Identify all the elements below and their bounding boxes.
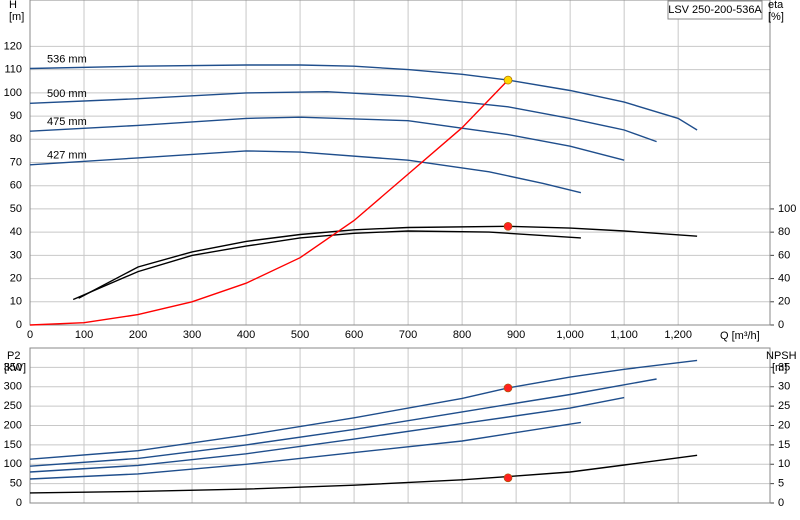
y-tick-label: 350 xyxy=(4,361,22,373)
marker xyxy=(503,75,513,85)
series-line xyxy=(29,378,657,467)
series-line xyxy=(72,230,581,301)
y2-tick-label: 60 xyxy=(778,249,790,261)
series-line xyxy=(29,90,657,143)
x-tick-label: 1,100 xyxy=(610,329,638,341)
series-line xyxy=(29,396,625,473)
marker xyxy=(503,383,513,393)
x-tick-label: 0 xyxy=(27,329,33,341)
y2-label: NPSH xyxy=(766,350,797,362)
y-tick-label: 70 xyxy=(10,156,22,168)
y2-tick-label: 15 xyxy=(778,439,790,451)
x-tick-label: 900 xyxy=(507,329,525,341)
x-tick-label: 300 xyxy=(183,329,201,341)
x-label: Q [m³/h] xyxy=(720,330,760,342)
x-tick-label: 700 xyxy=(399,329,417,341)
y-tick-label: 80 xyxy=(10,133,22,145)
x-tick-label: 1,000 xyxy=(556,329,584,341)
y2-tick-label: 30 xyxy=(778,381,790,393)
y-unit: [m] xyxy=(9,11,24,23)
series-line xyxy=(29,64,698,131)
y2-tick-label: 20 xyxy=(778,419,790,431)
chart-title: LSV 250-200-536A xyxy=(668,4,762,16)
y-tick-label: 60 xyxy=(10,180,22,192)
y-tick-label: 50 xyxy=(10,478,22,490)
series-line xyxy=(29,454,698,494)
y-tick-label: 40 xyxy=(10,226,22,238)
y-tick-label: 110 xyxy=(4,64,22,76)
y2-label: eta xyxy=(768,0,784,11)
x-tick-label: 500 xyxy=(291,329,309,341)
series-line xyxy=(29,79,509,326)
y2-tick-label: 80 xyxy=(778,226,790,238)
y-label: P2 xyxy=(7,350,20,362)
series-label: 536 mm xyxy=(47,53,87,65)
y-tick-label: 100 xyxy=(4,87,22,99)
title-box xyxy=(667,0,763,20)
y-tick-label: 0 xyxy=(16,497,22,509)
series-line xyxy=(78,225,698,299)
y-tick-label: 10 xyxy=(10,296,22,308)
y-tick-label: 250 xyxy=(4,400,22,412)
series-label: 475 mm xyxy=(47,116,87,128)
y-unit: [kW] xyxy=(4,362,26,374)
series-line xyxy=(29,116,625,161)
y-tick-label: 90 xyxy=(10,110,22,122)
y2-tick-label: 20 xyxy=(778,296,790,308)
marker xyxy=(503,473,513,483)
y2-tick-label: 100 xyxy=(778,203,796,215)
y-tick-label: 0 xyxy=(16,319,22,331)
series-line xyxy=(29,421,582,480)
marker xyxy=(503,222,513,231)
y2-tick-label: 0 xyxy=(778,319,784,331)
x-tick-label: 400 xyxy=(237,329,255,341)
y-tick-label: 150 xyxy=(4,439,22,451)
series-label: 427 mm xyxy=(47,150,87,162)
series-line xyxy=(29,359,698,460)
y2-tick-label: 0 xyxy=(778,497,784,509)
y2-tick-label: 5 xyxy=(778,478,784,490)
y2-tick-label: 25 xyxy=(778,400,790,412)
y-tick-label: 100 xyxy=(4,458,22,470)
y2-tick-label: 40 xyxy=(778,272,790,284)
plot-frame xyxy=(29,0,771,326)
x-tick-label: 200 xyxy=(129,329,147,341)
y2-tick-label: 10 xyxy=(778,458,790,470)
series-line xyxy=(29,150,582,194)
y2-tick-label: 35 xyxy=(778,361,790,373)
series-label: 500 mm xyxy=(47,88,87,100)
y-tick-label: 120 xyxy=(4,40,22,52)
x-tick-label: 1,200 xyxy=(664,329,692,341)
y-tick-label: 30 xyxy=(10,249,22,261)
x-tick-label: 100 xyxy=(75,329,93,341)
y-tick-label: 50 xyxy=(10,203,22,215)
y2-unit: [%] xyxy=(768,11,784,23)
x-tick-label: 800 xyxy=(453,329,471,341)
y-tick-label: 20 xyxy=(10,272,22,284)
y2-unit: [m] xyxy=(772,362,787,374)
plot-frame xyxy=(29,347,771,504)
y-tick-label: 200 xyxy=(4,419,22,431)
y-label: H xyxy=(9,0,17,11)
x-tick-label: 600 xyxy=(345,329,363,341)
y-tick-label: 300 xyxy=(4,381,22,393)
